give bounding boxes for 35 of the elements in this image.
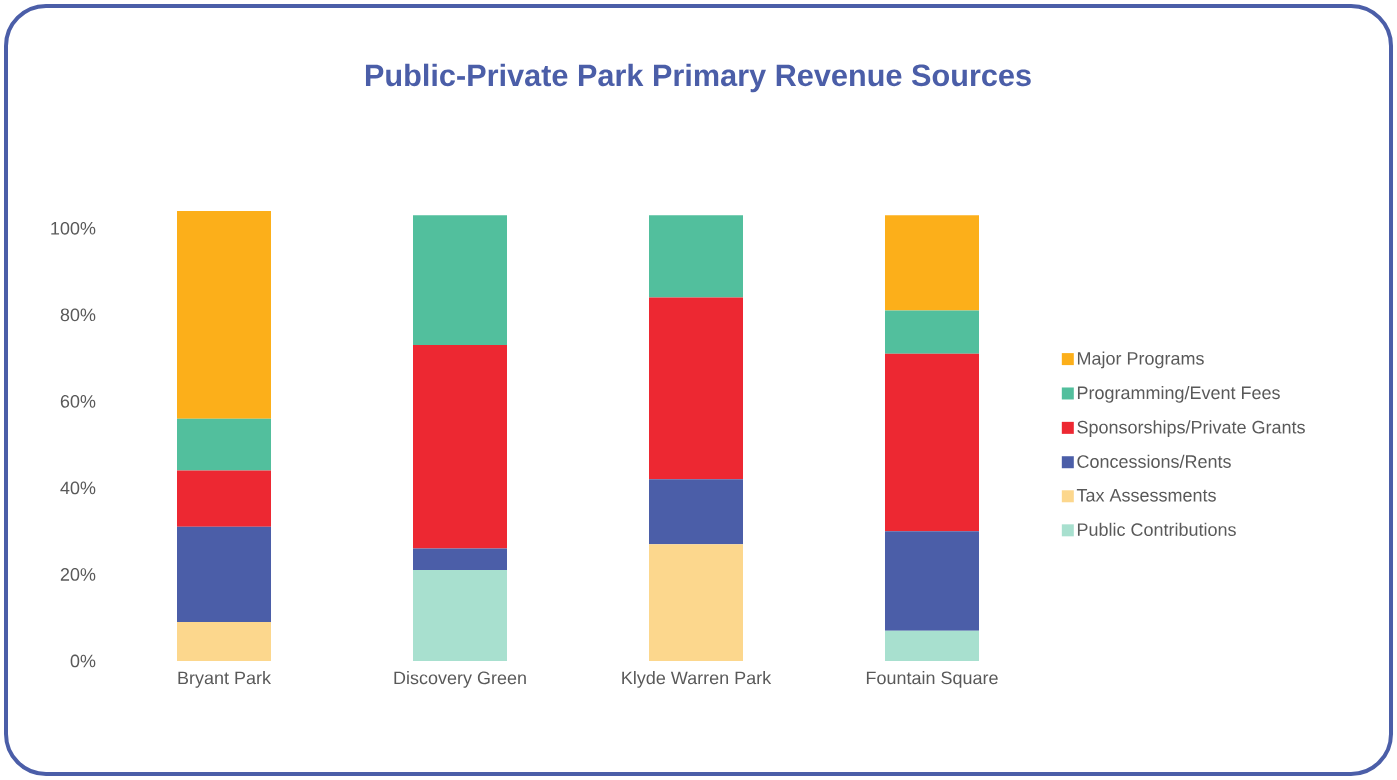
bar xyxy=(885,630,979,661)
bar xyxy=(177,622,271,661)
x-tick-label: Fountain Square xyxy=(866,671,998,688)
bar xyxy=(177,470,271,527)
y-tick-label: 20% xyxy=(60,568,96,581)
legend-label: Tax Assessments xyxy=(1076,489,1216,502)
bar xyxy=(413,345,507,549)
bar xyxy=(413,570,507,661)
x-tick-label: Discovery Green xyxy=(394,671,526,688)
legend-label: Major Programs xyxy=(1077,351,1204,369)
y-tick-label: 40% xyxy=(60,481,96,495)
x-tick-label: Klyde Warren Park xyxy=(622,671,772,688)
legend-label: Sponsorships/Private Grants xyxy=(1077,420,1305,438)
bar xyxy=(177,210,271,419)
bar xyxy=(649,479,743,545)
bar xyxy=(885,310,979,354)
legend-label: Public Contributions xyxy=(1077,522,1236,537)
bar xyxy=(885,353,979,532)
y-tick-label: 0% xyxy=(70,654,96,668)
y-tick-label: 100% xyxy=(51,221,96,235)
bar xyxy=(885,531,979,631)
x-tick-label: Bryant Park xyxy=(178,671,272,688)
chart-title: Public-Private Park Primary Revenue Sources xyxy=(365,63,1031,93)
bar xyxy=(177,418,271,471)
bar xyxy=(649,544,743,661)
legend-label: Concessions/Rents xyxy=(1077,454,1231,468)
legend-label: Programming/Event Fees xyxy=(1077,385,1280,403)
bar xyxy=(413,548,507,571)
y-tick-label: 60% xyxy=(60,394,96,408)
bar xyxy=(413,215,507,346)
bar xyxy=(177,526,271,623)
bar xyxy=(885,215,979,311)
bar xyxy=(649,297,743,480)
bar xyxy=(649,215,743,298)
y-tick-label: 80% xyxy=(60,308,96,322)
